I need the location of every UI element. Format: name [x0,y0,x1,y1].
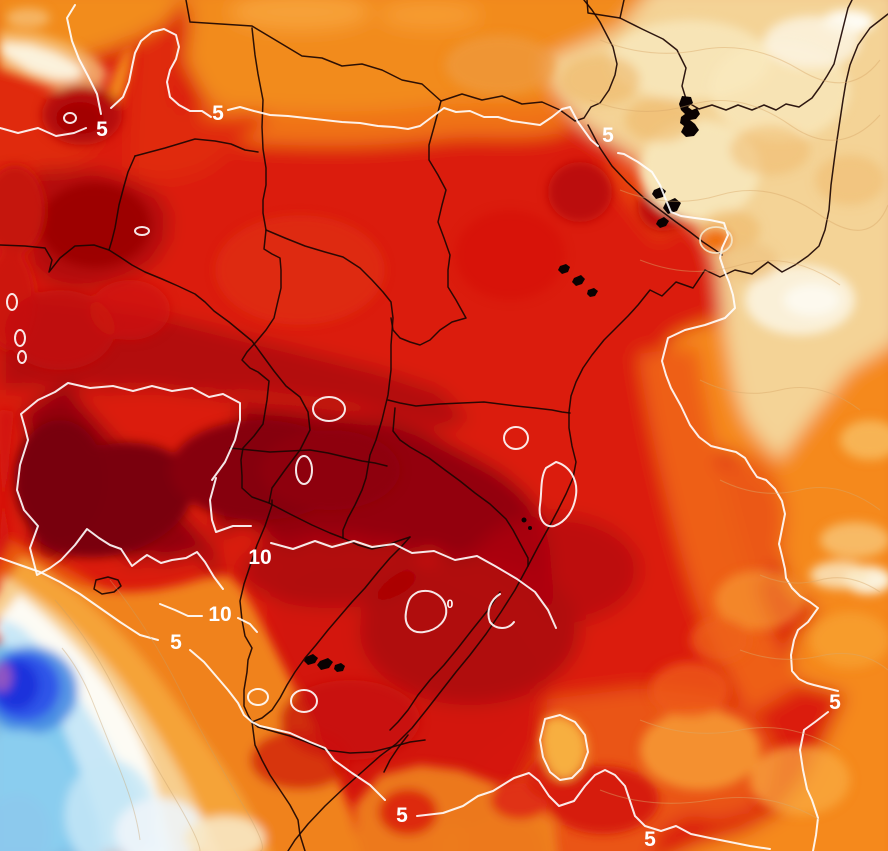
svg-text:5: 5 [644,828,656,851]
svg-text:5: 5 [396,804,408,827]
svg-text:0: 0 [447,597,454,611]
svg-text:5: 5 [602,124,614,147]
svg-text:10: 10 [248,546,271,569]
svg-text:5: 5 [212,102,224,125]
svg-text:10: 10 [208,603,231,626]
svg-text:5: 5 [96,118,108,141]
svg-text:5: 5 [829,691,841,714]
svg-text:5: 5 [170,631,182,654]
